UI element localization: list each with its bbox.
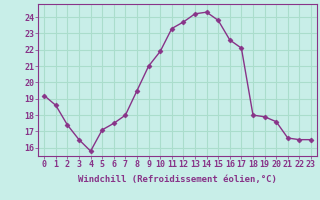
X-axis label: Windchill (Refroidissement éolien,°C): Windchill (Refroidissement éolien,°C) [78, 175, 277, 184]
